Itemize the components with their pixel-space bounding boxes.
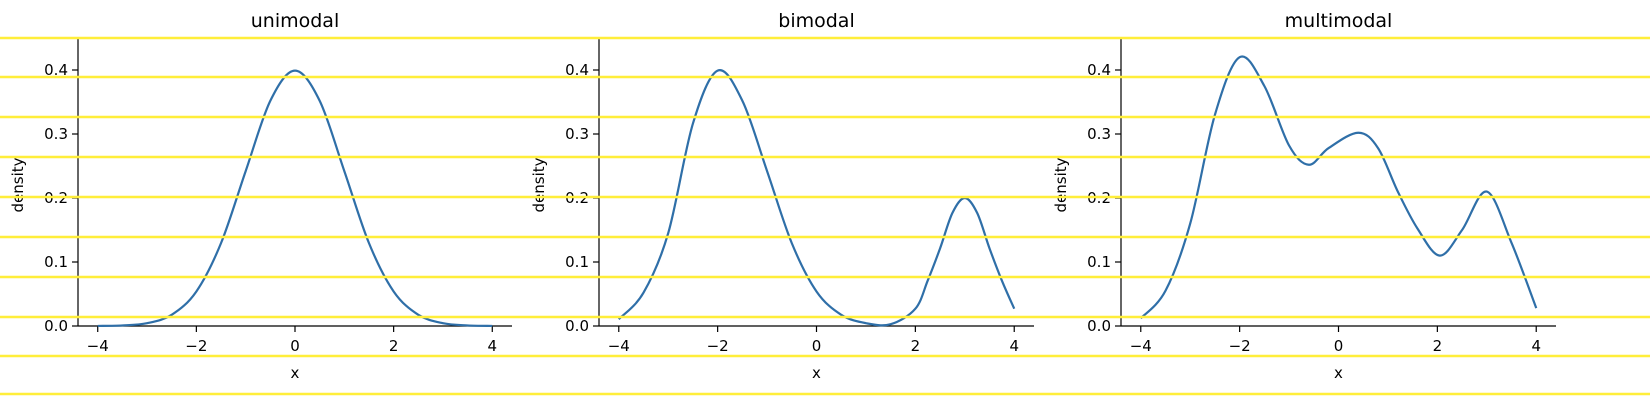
y-tick-label: 0.1 bbox=[44, 253, 68, 271]
x-tick-label: −2 bbox=[1229, 337, 1251, 355]
yellow-line-overlay bbox=[0, 36, 1650, 396]
x-tick-label: 2 bbox=[911, 337, 921, 355]
x-tick-label: 0 bbox=[290, 337, 300, 355]
x-tick-label: −2 bbox=[707, 337, 729, 355]
y-tick-label: 0.0 bbox=[44, 317, 68, 335]
x-tick-label: 2 bbox=[389, 337, 399, 355]
x-tick-label: −2 bbox=[185, 337, 207, 355]
unimodal-panel: unimodal x density −4−20240.00.10.20.30.… bbox=[9, 10, 512, 382]
x-tick-label: −4 bbox=[1130, 337, 1152, 355]
density-curve bbox=[1139, 55, 1538, 320]
x-axis-label: x bbox=[812, 364, 821, 382]
y-axis-label: density bbox=[9, 157, 27, 212]
x-tick-label: 2 bbox=[1433, 337, 1443, 355]
x-tick-label: 4 bbox=[1531, 337, 1541, 355]
x-tick-label: 0 bbox=[812, 337, 822, 355]
y-tick-label: 0.4 bbox=[44, 61, 68, 79]
x-tick-label: 4 bbox=[1009, 337, 1019, 355]
y-tick-label: 0.3 bbox=[44, 125, 68, 143]
multimodal-panel: multimodal x density −4−20240.00.10.20.3… bbox=[1052, 10, 1556, 382]
y-axis-label: density bbox=[530, 157, 548, 212]
y-tick-label: 0.1 bbox=[1087, 253, 1111, 271]
x-tick-label: 0 bbox=[1334, 337, 1344, 355]
y-tick-label: 0.0 bbox=[1087, 317, 1111, 335]
x-tick-label: −4 bbox=[608, 337, 630, 355]
x-tick-label: 4 bbox=[487, 337, 497, 355]
y-tick-label: 0.4 bbox=[565, 61, 589, 79]
x-tick-label: −4 bbox=[87, 337, 109, 355]
panel-title: unimodal bbox=[251, 10, 339, 32]
y-tick-label: 0.0 bbox=[565, 317, 589, 335]
y-tick-label: 0.3 bbox=[565, 125, 589, 143]
panel-title: multimodal bbox=[1285, 10, 1393, 32]
x-axis-label: x bbox=[1334, 364, 1343, 382]
y-axis-label: density bbox=[1052, 157, 1070, 212]
y-tick-label: 0.1 bbox=[565, 253, 589, 271]
x-axis-label: x bbox=[291, 364, 300, 382]
density-curve bbox=[617, 69, 1016, 327]
y-tick-label: 0.3 bbox=[1087, 125, 1111, 143]
panel-title: bimodal bbox=[778, 10, 854, 32]
y-tick-label: 0.4 bbox=[1087, 61, 1111, 79]
